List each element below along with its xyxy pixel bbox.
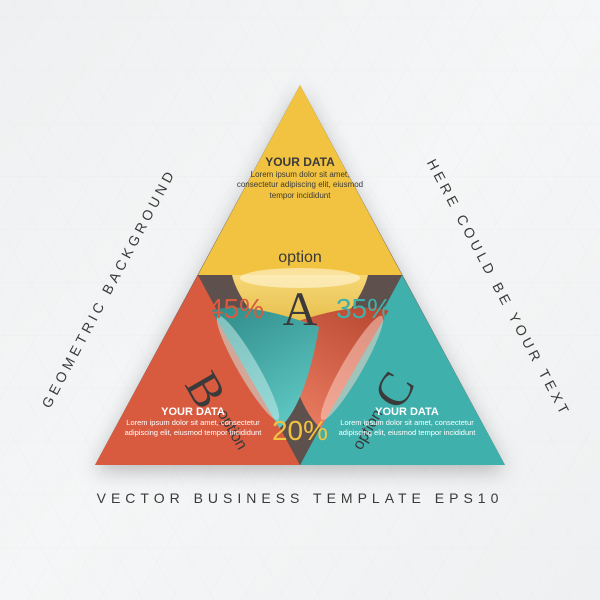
right-data-body: Lorem ipsum dolor sit amet, consectetur … (332, 418, 482, 438)
side-text-bottom: VECTOR BUSINESS TEMPLATE EPS10 (0, 490, 600, 506)
percent-left: 45% (208, 293, 264, 324)
right-data-title: YOUR DATA (375, 406, 439, 418)
top-option-label: option (278, 249, 322, 266)
top-data-title: YOUR DATA (265, 155, 335, 169)
left-data-body-wrap: Lorem ipsum dolor sit amet, consectetur … (118, 418, 268, 468)
top-data-body-wrap: Lorem ipsum dolor sit amet, consectetur … (230, 170, 370, 230)
left-data-body: Lorem ipsum dolor sit amet, consectetur … (118, 418, 268, 438)
top-letter: A (283, 283, 318, 336)
percent-right: 35% (336, 293, 392, 324)
percent-bottom: 20% (272, 415, 328, 446)
left-data-title: YOUR DATA (161, 406, 225, 418)
right-data-body-wrap: Lorem ipsum dolor sit amet, consectetur … (332, 418, 482, 468)
infographic-stage: YOUR DATA Lorem ipsum dolor sit amet, co… (0, 0, 600, 600)
top-data-body: Lorem ipsum dolor sit amet, consectetur … (230, 170, 370, 201)
